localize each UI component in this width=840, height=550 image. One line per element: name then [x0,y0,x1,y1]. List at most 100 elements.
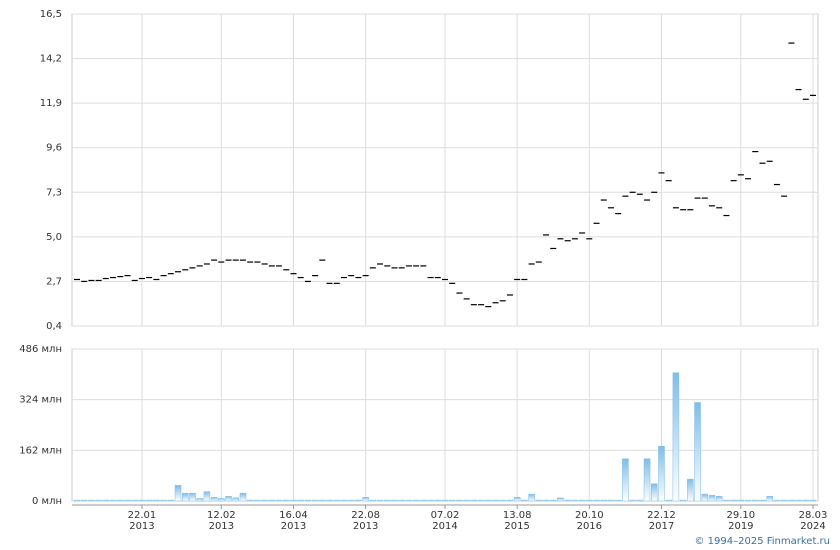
volume-bar [80,499,88,502]
volume-bar [549,499,557,502]
volume-bar [109,499,117,502]
y-tick-label: 14,2 [40,54,62,65]
volume-bar [593,499,600,502]
volume-bar [448,499,456,502]
volume-bar [795,499,802,502]
volume-bar [622,458,629,502]
volume-bar [283,499,290,502]
volume-bar [384,499,391,502]
volume-bar [117,499,124,502]
volume-bar [651,483,658,502]
volume-bar [391,499,398,502]
volume-bar [578,499,586,502]
x-tick-label: 20.10 2016 [574,510,604,532]
volume-bar [145,499,153,502]
volume-bar [456,499,463,502]
volume-bar [405,499,413,502]
volume-bar [311,499,319,502]
volume-bar [95,499,102,502]
volume-bar [275,499,283,502]
volume-bar [802,499,810,502]
volume-bar [290,499,297,502]
volume-bar [665,499,672,502]
volume-bar [528,493,535,502]
y-tick-label: 324 млн [19,395,62,406]
y-tick-label: 5,0 [46,232,62,243]
volume-bar [73,499,81,502]
volume-bar [124,499,131,502]
volume-bar [557,497,564,502]
volume-bar [398,499,405,502]
volume-bar [535,499,543,502]
volume-bar [564,499,571,502]
volume-bar [369,499,377,502]
volume-bar [167,499,175,502]
volume-bar [376,499,384,502]
copyright: © 1994–2025 Finmarket.ru [694,536,830,547]
volume-bar [181,492,189,502]
volume-bar [773,499,781,502]
volume-bar [153,499,160,502]
y-tick-label: 11,9 [40,98,62,109]
x-tick-label: 29.10 2019 [726,510,756,532]
x-tick-label: 16.04 2013 [279,510,308,532]
volume-bar [138,499,146,502]
volume-bar [752,499,759,502]
volume-bar [499,499,506,502]
volume-bar [679,499,687,502]
volume-bar [744,499,752,502]
volume-bar [362,496,369,502]
volume-bar [521,499,528,502]
y-tick-label: 0,4 [46,321,62,332]
volume-bar [355,499,362,502]
volume-bar [809,499,817,502]
volume-bar [643,458,651,502]
volume-bar [463,499,470,502]
volume-bar [470,499,478,502]
volume-bar [160,499,167,502]
volume-bar [225,496,232,502]
volume-bar [715,496,723,502]
volume-bar [174,485,182,502]
volume-bar [571,499,579,502]
volume-bar [780,499,788,502]
volume-bar [412,499,420,502]
volume-bar [759,499,766,502]
volume-bar [492,499,499,502]
volume-bar [347,499,355,502]
volume-bar [730,499,737,502]
volume-bar [737,499,745,502]
x-tick-label: 28.03 2024 [798,510,828,532]
volume-bar [239,492,247,502]
volume-bar [333,499,341,502]
x-tick-label: 22.12 2017 [647,510,676,532]
volume-bar [218,498,225,502]
volume-bar [326,499,333,502]
volume-bar [629,499,636,502]
y-tick-label: 162 млн [19,445,62,456]
x-tick-label: 12.02 2013 [206,510,236,532]
y-tick-label: 9,6 [46,143,62,154]
x-tick-label: 22.08 2013 [351,510,380,532]
volume-bar [420,499,427,502]
volume-bar [788,499,795,502]
volume-bar [254,499,261,502]
volume-bar [297,499,304,502]
volume-bar [687,478,694,502]
x-tick-label: 22.01 2013 [127,510,157,532]
volume-bar [246,499,254,502]
volume-bar [203,491,211,502]
volume-bar [434,499,442,502]
volume-bar [506,499,514,502]
volume-bar [766,496,773,502]
y-tick-label: 2,7 [46,276,62,287]
volume-bar [441,499,449,502]
volume-bar [340,499,348,502]
volume-bar [485,499,492,502]
volume-bar [102,499,110,502]
volume-bar [261,499,268,502]
x-tick-label: 13.08 2015 [502,510,532,532]
volume-bar [319,499,326,502]
volume-bar [586,499,593,502]
